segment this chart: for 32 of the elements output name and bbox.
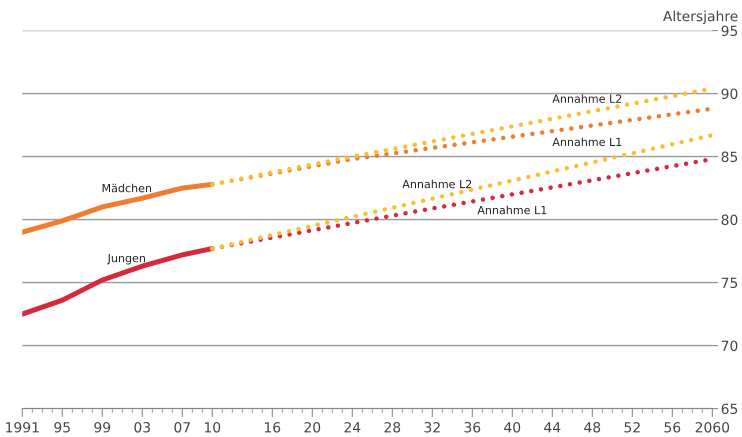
y-tick-label: 70: [722, 340, 738, 352]
y-tick-label: 80: [722, 214, 738, 226]
x-tick-label: 07: [174, 422, 190, 433]
x-tick-label: 16: [264, 422, 280, 433]
y-tick-label: 75: [722, 278, 738, 288]
x-tick-label: 36: [464, 422, 480, 433]
x-tick-label: 95: [54, 422, 70, 433]
series-label: Annahme L2: [402, 180, 472, 188]
y-tick-label: 95: [722, 26, 738, 36]
x-tick-label: 10: [204, 422, 220, 433]
y-axis-title: Altersjahre: [662, 10, 738, 24]
series-label: Jungen: [107, 254, 145, 264]
series-label: Annahme L1: [477, 206, 546, 214]
series-label: Annahme L2: [552, 94, 622, 103]
series-label: Mädchen: [102, 184, 152, 192]
x-tick-label: 32: [424, 422, 440, 433]
x-tick-label: 52: [624, 422, 640, 433]
x-tick-label: 20: [304, 422, 320, 433]
x-tick-label: 2060: [696, 422, 730, 433]
x-tick-label: 1991: [6, 422, 39, 433]
x-tick-label: 44: [544, 422, 560, 432]
y-tick-label: 85: [722, 152, 738, 162]
x-tick-label: 28: [384, 422, 400, 433]
x-tick-label: 03: [134, 422, 150, 433]
x-tick-label: 48: [584, 422, 600, 433]
y-tick-label: 90: [722, 88, 738, 100]
y-tick-label: 65: [722, 404, 738, 414]
x-tick-label: 56: [664, 422, 680, 433]
series-label: Annahme L1: [552, 138, 622, 146]
x-tick-label: 40: [504, 422, 520, 433]
x-tick-label: 24: [344, 422, 360, 432]
x-tick-label: 99: [94, 422, 110, 433]
